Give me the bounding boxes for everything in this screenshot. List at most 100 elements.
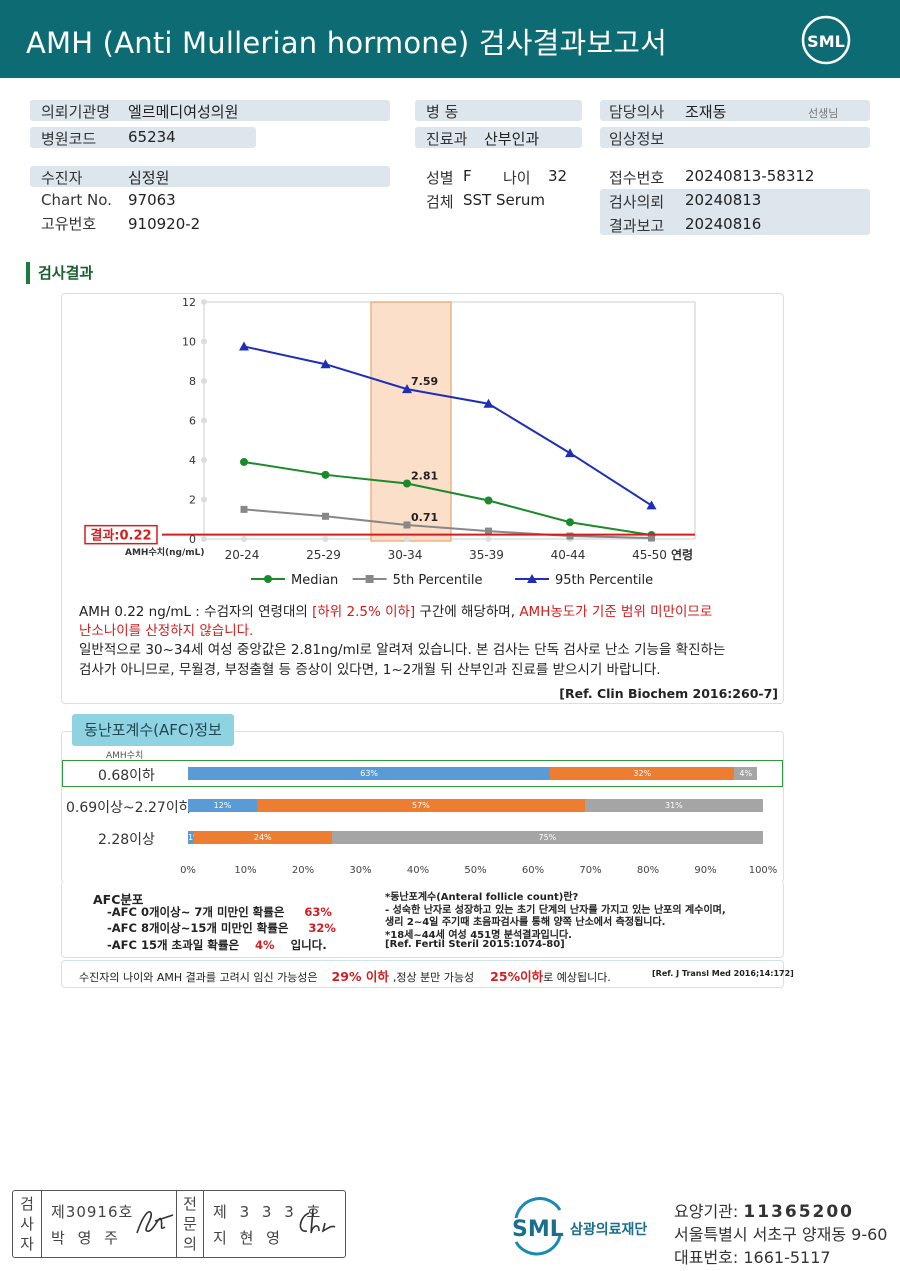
pregnancy-ref: [Ref. J Transl Med 2016;14:172] [652, 969, 794, 978]
logo-text: SML [807, 32, 845, 51]
point-median [240, 457, 248, 466]
hospital-code-value: 65234 [128, 128, 176, 146]
pregnancy-panel [61, 960, 784, 988]
point-5th [240, 505, 248, 513]
data-label: 0.71 [411, 511, 438, 524]
signature-right [299, 1208, 336, 1234]
afc-def-3: 생리 2~4일 주기때 초음파검사를 통해 양쪽 난소에서 측정됩니다. [385, 917, 666, 928]
point-5th [566, 532, 574, 540]
data-label: 7.59 [411, 375, 438, 388]
afc-dist-line3: -AFC 15개 초과일 확률은 4% 입니다. [107, 938, 327, 952]
uid-label: 고유번호 [41, 215, 97, 233]
doctor-value: 조재동 [685, 103, 727, 121]
point-95th [483, 398, 494, 408]
highlight-band [370, 301, 452, 542]
legend-marker [527, 574, 537, 583]
report-title: AMH (Anti Mullerian hormone) 검사결과보고서 [26, 26, 668, 60]
point-95th [402, 384, 412, 394]
afc-segment-label: 57% [411, 801, 430, 810]
point-median [321, 470, 330, 479]
interpretation-line1: AMH 0.22 ng/mL : 수검자의 연령대의 [하위 2.5% 이하] … [79, 604, 713, 620]
afc-x-tick: 80% [636, 865, 660, 876]
clinical-label: 임상정보 [609, 130, 665, 148]
report-label: 결과보고 [609, 217, 665, 235]
result-box [84, 524, 158, 545]
sml-logo: SML [801, 15, 851, 65]
afc-x-tick: 50% [464, 865, 487, 876]
stamp-left-label: 검사자 [20, 1195, 34, 1253]
point-95th [646, 500, 657, 510]
afc-bar-segment: 63% [188, 767, 551, 780]
stamp-left-no: 제30916호 [51, 1203, 134, 1221]
stamp-right-label: 전문의 [183, 1195, 197, 1253]
interpretation-line3: 일반적으로 30~34세 여성 중앙값은 2.81ng/ml로 알려져 있습니다… [79, 642, 726, 658]
afc-highlight-row [62, 760, 783, 787]
afc-x-tick: 0% [180, 865, 196, 876]
uid-value: 910920-2 [128, 215, 201, 233]
point-median [484, 496, 493, 505]
series-line-95th-percentile [243, 345, 653, 507]
afc-dist-line1: -AFC 0개이상~ 7개 미만인 확률은 63% [107, 905, 332, 919]
patient-value: 심정원 [128, 169, 170, 187]
doctor-title: 선생님 [808, 107, 839, 120]
y-tick-dot [201, 536, 207, 542]
age-label: 나이 [503, 169, 531, 187]
point-5th [485, 527, 492, 535]
point-median [403, 479, 411, 488]
ward-label: 병 동 [426, 103, 459, 121]
x-tick-label: 45-50 [632, 548, 667, 562]
afc-def-5: [Ref. Fertil Steril 2015:1074-80] [385, 939, 565, 950]
afc-segment-label: 4% [739, 769, 753, 778]
point-5th [403, 521, 411, 529]
afc-bar-segment: 31% [584, 799, 763, 812]
chart-label: Chart No. [41, 191, 112, 209]
receipt-value: 20240813-58312 [685, 167, 815, 185]
patient-label: 수진자 [41, 169, 83, 187]
afc-segment-label: 75% [538, 833, 557, 842]
afc-tab-title: 동난포계수(AFC)정보 [72, 714, 234, 746]
afc-bar-segment: 24% [193, 831, 332, 844]
afc-segment-label: 31% [664, 801, 683, 810]
x-tick-dot [485, 536, 492, 542]
afc-row-label: 0.69이상~2.27이하 [66, 800, 192, 816]
afc-def-4: *18세~44세 여성 451명 분석결과입니다. [385, 930, 572, 941]
chart-value: 97063 [128, 191, 176, 209]
afc-x-tick: 100% [748, 865, 778, 876]
x-tick-dot [322, 536, 329, 542]
report-value: 20240816 [685, 215, 762, 233]
age-value: 32 [548, 167, 568, 185]
point-5th [322, 512, 329, 520]
signature-left [136, 1211, 174, 1234]
interpretation-line4: 검사가 아니므로, 무월경, 부정출혈 등 증상이 있다면, 1~2개월 뒤 산… [79, 662, 661, 678]
y-tick-dot [201, 417, 207, 424]
point-median [566, 518, 574, 527]
y-tick-dot [201, 299, 207, 305]
y-tick-label: 10 [182, 336, 196, 349]
legend-marker [264, 575, 272, 583]
afc-bar-segment: 57% [257, 799, 585, 812]
afc-dist-panel [61, 881, 784, 958]
y-tick-dot [201, 457, 207, 463]
result-label: 결과:0.22 [90, 528, 151, 544]
stamp-right-name: 지 현 영 [213, 1229, 284, 1247]
y-tick-label: 6 [189, 415, 196, 428]
y-tick-label: 8 [189, 375, 196, 388]
legend-marker [365, 575, 374, 583]
footer-phone: 대표번호: 1661-5117 [674, 1248, 831, 1267]
afc-col-header: AMH수치 [106, 751, 144, 761]
hospital-code-label: 병원코드 [41, 130, 97, 148]
pregnancy-line: 수진자의 나이와 AMH 결과를 고려시 임신 가능성은 29% 이하 ,정상 분만… [79, 969, 611, 984]
y-tick-label: 4 [189, 454, 196, 467]
x-tick-dot [404, 536, 410, 542]
y-axis-label: AMH수치(ng/mL) [125, 546, 205, 558]
afc-bar-segment: 4% [734, 767, 758, 780]
stamp-left-name: 박 영 주 [51, 1229, 122, 1247]
institution-value: 엘르메디여성의원 [128, 103, 239, 121]
afc-dist-title: AFC분포 [93, 892, 144, 907]
legend-label: 95th Percentile [555, 573, 653, 588]
legend-label: 5th Percentile [393, 573, 483, 588]
afc-def-1: *동난포계수(Anteral follicle count)란? [385, 892, 579, 903]
y-tick-dot [201, 378, 207, 384]
series-line-median [243, 460, 652, 537]
amh-chart: 0 2 4 6 8 10 12 20-24 25-29 30-34 35-39 40-44 45-50 연… [84, 296, 696, 588]
